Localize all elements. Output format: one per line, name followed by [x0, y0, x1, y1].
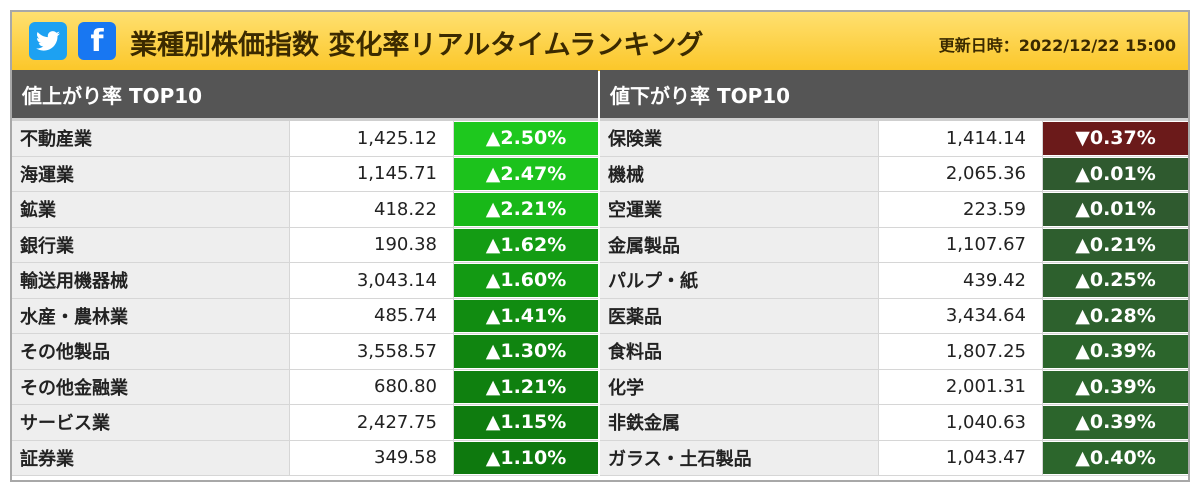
updated-timestamp: 更新日時：2022/12/22 15:00: [938, 36, 1176, 55]
index-value: 223.59: [879, 192, 1043, 227]
table-row[interactable]: その他製品 3,558.57 ▲1.30%: [12, 334, 598, 370]
sector-name: 保険業: [600, 121, 879, 156]
change-rate-badge: ▲0.39%: [1043, 406, 1188, 439]
gainers-panel: 値上がり率 TOP10 不動産業 1,425.12 ▲2.50% 海運業 1,145.7…: [12, 70, 598, 476]
index-value: 1,414.14: [879, 121, 1043, 156]
sector-name: その他金融業: [12, 369, 290, 404]
gainers-table: 不動産業 1,425.12 ▲2.50% 海運業 1,145.71 ▲2.47% 鉱業 418…: [12, 121, 598, 476]
losers-table: 保険業 1,414.14 ▼0.37% 機械 2,065.36 ▲0.01% 空運業 223.…: [600, 121, 1188, 476]
table-row[interactable]: 非鉄金属 1,040.63 ▲0.39%: [600, 405, 1188, 441]
sector-name: 機械: [600, 156, 879, 191]
table-row[interactable]: 機械 2,065.36 ▲0.01%: [600, 156, 1188, 192]
change-rate-badge: ▲1.21%: [454, 370, 598, 403]
sector-name: 海運業: [12, 156, 290, 191]
index-value: 1,107.67: [879, 227, 1043, 262]
sector-name: 非鉄金属: [600, 405, 879, 440]
index-value: 439.42: [879, 263, 1043, 298]
losers-panel: 値下がり率 TOP10 保険業 1,414.14 ▼0.37% 機械 2,065.36 ▲…: [600, 70, 1188, 476]
change-rate-badge: ▲0.25%: [1043, 264, 1188, 297]
index-value: 3,558.57: [290, 334, 454, 369]
index-value: 2,427.75: [290, 405, 454, 440]
sector-name: 銀行業: [12, 227, 290, 262]
sector-name: 不動産業: [12, 121, 290, 156]
sector-name: 水産・農林業: [12, 298, 290, 333]
change-rate-badge: ▲1.60%: [454, 264, 598, 297]
index-value: 1,425.12: [290, 121, 454, 156]
change-rate-badge: ▲1.30%: [454, 335, 598, 368]
ranking-widget: f 業種別株価指数 変化率リアルタイムランキング 更新日時：2022/12/22…: [10, 10, 1190, 482]
change-rate-badge: ▲1.10%: [454, 441, 598, 474]
page-title: 業種別株価指数 変化率リアルタイムランキング: [130, 30, 704, 61]
change-rate-badge: ▲0.39%: [1043, 335, 1188, 368]
index-value: 418.22: [290, 192, 454, 227]
twitter-share-button[interactable]: [29, 22, 67, 60]
change-rate-badge: ▲1.62%: [454, 228, 598, 261]
index-value: 349.58: [290, 440, 454, 475]
change-rate-badge: ▲0.40%: [1043, 441, 1188, 474]
losers-heading: 値下がり率 TOP10: [600, 70, 1188, 121]
table-row[interactable]: 化学 2,001.31 ▲0.39%: [600, 369, 1188, 405]
table-row[interactable]: 鉱業 418.22 ▲2.21%: [12, 192, 598, 228]
change-rate-badge: ▲0.01%: [1043, 193, 1188, 226]
change-rate-badge: ▲2.47%: [454, 157, 598, 190]
index-value: 1,807.25: [879, 334, 1043, 369]
sector-name: 金属製品: [600, 227, 879, 262]
table-row[interactable]: サービス業 2,427.75 ▲1.15%: [12, 405, 598, 441]
sector-name: 鉱業: [12, 192, 290, 227]
table-row[interactable]: 輸送用機器械 3,043.14 ▲1.60%: [12, 263, 598, 299]
table-row[interactable]: ガラス・土石製品 1,043.47 ▲0.40%: [600, 440, 1188, 476]
header-bar: f 業種別株価指数 変化率リアルタイムランキング 更新日時：2022/12/22…: [12, 12, 1188, 71]
sector-name: パルプ・紙: [600, 263, 879, 298]
table-row[interactable]: 海運業 1,145.71 ▲2.47%: [12, 156, 598, 192]
sector-name: 輸送用機器械: [12, 263, 290, 298]
index-value: 485.74: [290, 298, 454, 333]
change-rate-badge: ▲2.21%: [454, 193, 598, 226]
change-rate-badge: ▲1.15%: [454, 406, 598, 439]
sector-name: 食料品: [600, 334, 879, 369]
index-value: 190.38: [290, 227, 454, 262]
change-rate-badge: ▲0.01%: [1043, 157, 1188, 190]
index-value: 1,145.71: [290, 156, 454, 191]
sector-name: サービス業: [12, 405, 290, 440]
table-row[interactable]: 金属製品 1,107.67 ▲0.21%: [600, 227, 1188, 263]
sector-name: 化学: [600, 369, 879, 404]
change-rate-badge: ▲0.39%: [1043, 370, 1188, 403]
index-value: 2,065.36: [879, 156, 1043, 191]
change-rate-badge: ▲1.41%: [454, 299, 598, 332]
sector-name: 医薬品: [600, 298, 879, 333]
facebook-f-icon: f: [90, 23, 104, 59]
twitter-bird-icon: [36, 31, 60, 51]
table-row[interactable]: 空運業 223.59 ▲0.01%: [600, 192, 1188, 228]
index-value: 1,040.63: [879, 405, 1043, 440]
index-value: 3,043.14: [290, 263, 454, 298]
table-row[interactable]: 食料品 1,807.25 ▲0.39%: [600, 334, 1188, 370]
table-row[interactable]: 水産・農林業 485.74 ▲1.41%: [12, 298, 598, 334]
facebook-share-button[interactable]: f: [78, 22, 116, 60]
sector-name: ガラス・土石製品: [600, 440, 879, 475]
sector-name: 証券業: [12, 440, 290, 475]
table-row[interactable]: 医薬品 3,434.64 ▲0.28%: [600, 298, 1188, 334]
index-value: 2,001.31: [879, 369, 1043, 404]
change-rate-badge: ▲0.28%: [1043, 299, 1188, 332]
sector-name: その他製品: [12, 334, 290, 369]
change-rate-badge: ▼0.37%: [1043, 122, 1188, 155]
gainers-heading: 値上がり率 TOP10: [12, 70, 598, 121]
table-row[interactable]: 不動産業 1,425.12 ▲2.50%: [12, 121, 598, 157]
index-value: 680.80: [290, 369, 454, 404]
table-row[interactable]: 証券業 349.58 ▲1.10%: [12, 440, 598, 476]
change-rate-badge: ▲0.21%: [1043, 228, 1188, 261]
index-value: 1,043.47: [879, 440, 1043, 475]
table-row[interactable]: その他金融業 680.80 ▲1.21%: [12, 369, 598, 405]
table-row[interactable]: パルプ・紙 439.42 ▲0.25%: [600, 263, 1188, 299]
index-value: 3,434.64: [879, 298, 1043, 333]
change-rate-badge: ▲2.50%: [454, 122, 598, 155]
sector-name: 空運業: [600, 192, 879, 227]
table-row[interactable]: 保険業 1,414.14 ▼0.37%: [600, 121, 1188, 157]
table-row[interactable]: 銀行業 190.38 ▲1.62%: [12, 227, 598, 263]
